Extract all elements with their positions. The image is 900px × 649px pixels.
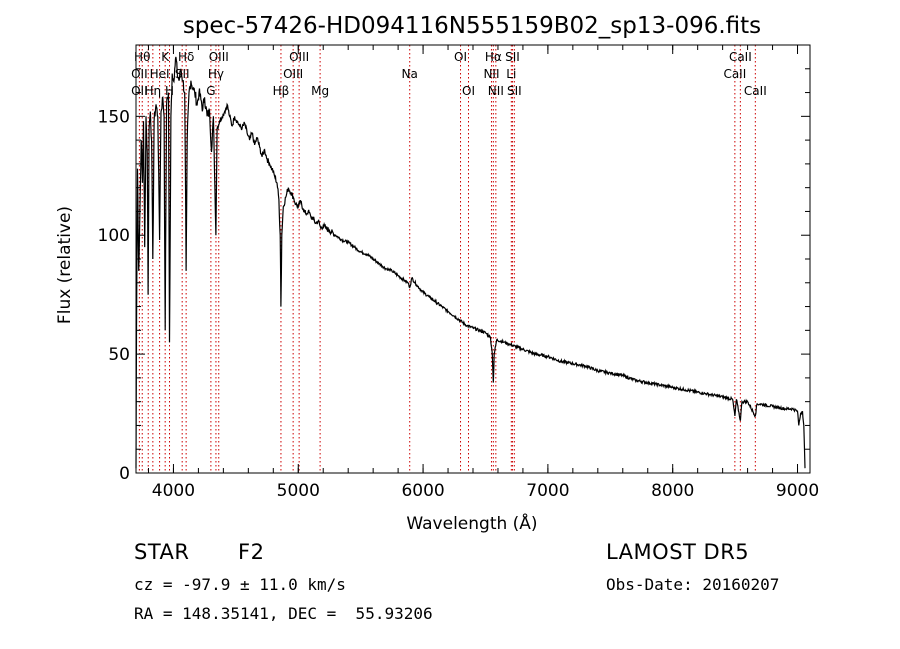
coordinates: RA = 148.35141, DEC = 55.93206 — [134, 604, 433, 623]
x-axis: 4000 5000 6000 7000 8000 9000 — [147, 45, 819, 501]
survey-name: LAMOST DR5 — [606, 540, 750, 564]
spectrum-line — [135, 56, 806, 469]
y-tick-label: 50 — [108, 345, 130, 365]
line-label: K — [161, 50, 170, 64]
line-label: Hη — [145, 84, 162, 98]
y-axis-label: Flux (relative) — [55, 206, 75, 324]
plot-frame — [135, 44, 811, 474]
line-label: Hθ — [134, 50, 150, 64]
y-tick-label: 100 — [98, 226, 130, 246]
line-label: Li — [506, 67, 516, 81]
redshift-velocity: cz = -97.9 ± 11.0 km/s — [134, 575, 346, 594]
line-label: OI — [462, 84, 475, 98]
line-label: CaII — [729, 50, 752, 64]
x-tick-label: 6000 — [401, 481, 444, 501]
line-label: NII — [488, 84, 504, 98]
line-label: G — [206, 84, 215, 98]
line-label: Hδ — [178, 50, 194, 64]
line-label: Hγ — [208, 67, 224, 81]
x-tick-label: 7000 — [526, 481, 569, 501]
line-labels: OII OII Hθ Hη HeI K H SII Hδ G Hγ OIII Hβ OIII OIII Mg N… — [131, 50, 767, 98]
line-label: SII — [507, 84, 522, 98]
x-tick-label: 5000 — [277, 481, 320, 501]
chart-title: spec-57426-HD094116N555159B02_sp13-096.f… — [183, 13, 761, 39]
line-label: NII — [483, 67, 499, 81]
y-axis: 0 50 100 150 — [98, 68, 810, 484]
object-class: STAR — [134, 540, 190, 564]
x-axis-label: Wavelength (Å) — [406, 512, 537, 534]
line-label: SII — [505, 50, 520, 64]
line-label: OIII — [283, 67, 303, 81]
y-tick-label: 150 — [98, 107, 130, 127]
x-tick-label: 8000 — [651, 481, 694, 501]
x-tick-label: 9000 — [776, 481, 819, 501]
line-label: Hβ — [273, 84, 290, 98]
line-label: OI — [454, 50, 467, 64]
obs-date: Obs-Date: 20160207 — [606, 575, 780, 594]
line-label: Hα — [485, 50, 502, 64]
line-label: OIII — [209, 50, 229, 64]
line-label: OIII — [289, 50, 309, 64]
line-label: Mg — [311, 84, 329, 98]
y-tick-label: 0 — [119, 464, 130, 484]
line-label: OII — [131, 84, 148, 98]
line-label: CaII — [723, 67, 746, 81]
line-label: Na — [402, 67, 418, 81]
line-label: HeI — [150, 67, 170, 81]
x-tick-label: 4000 — [152, 481, 195, 501]
line-markers — [138, 45, 756, 473]
subclass: F2 — [238, 540, 265, 564]
line-label: H — [165, 84, 174, 98]
line-label: OII — [131, 67, 148, 81]
line-label: CaII — [744, 84, 767, 98]
